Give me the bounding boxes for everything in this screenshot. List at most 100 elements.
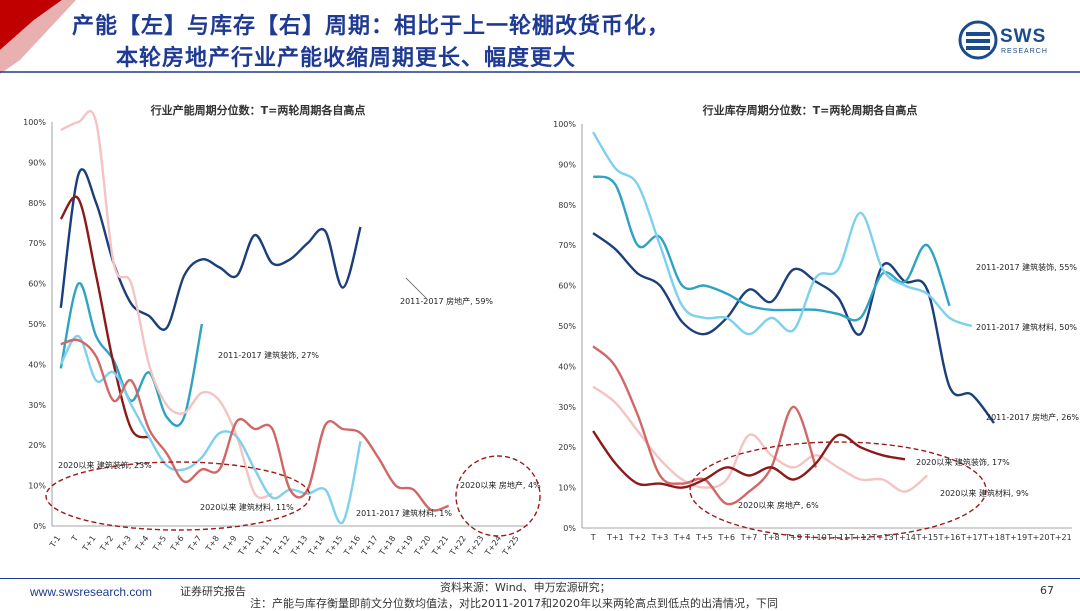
logo-text: SWS (1000, 26, 1047, 47)
y-tick-label: 40% (28, 360, 46, 369)
x-tick-label: T (69, 534, 80, 544)
x-tick-label: T+1 (606, 533, 624, 542)
highlight-ellipse (45, 461, 311, 531)
x-tick-label: T+6 (717, 533, 735, 542)
y-tick-label: 70% (558, 241, 576, 250)
x-tick-label: T-1 (48, 534, 63, 550)
annotation-label: 2020以来 建筑装饰, 23% (58, 460, 152, 470)
logo-subtext: RESEARCH (1001, 48, 1048, 55)
footer-label: 证券研究报告 (180, 585, 246, 598)
x-tick-label: T+20 (1027, 533, 1050, 542)
x-tick-label: T+13 (289, 534, 309, 558)
x-tick-label: T+18 (982, 533, 1005, 542)
header-decoration (0, 0, 1080, 74)
y-tick-label: 80% (28, 199, 46, 208)
x-tick-label: T+6 (168, 534, 186, 554)
y-tick-label: 20% (28, 441, 46, 450)
sws-logo-icon (958, 20, 998, 60)
series-line-1 (59, 168, 362, 331)
capacity-chart-svg: 行业产能周期分位数：T=两轮周期各自高点 0% 10% 20% 30% 40% 50% 60%… (23, 103, 541, 558)
y-tick-label: 20% (558, 443, 576, 452)
chart-title: 行业产能周期分位数：T=两轮周期各自高点 (150, 103, 366, 117)
y-tick-label: 50% (28, 320, 46, 329)
annotation-label: 2011-2017 建筑材料, 1% (356, 508, 452, 518)
annotation-label: 2011-2017 建筑材料, 50% (976, 322, 1077, 332)
y-tick-label: 10% (28, 482, 46, 491)
x-tick-label: T+3 (115, 534, 133, 554)
footer-source: 资料来源：Wind、申万宏源研究； (440, 581, 611, 594)
annotation-label: 2011-2017 建筑装饰, 55% (976, 262, 1077, 272)
x-tick-label: T+15 (915, 533, 938, 542)
x-tick-label: T+3 (651, 533, 669, 542)
series-line-6 (60, 338, 450, 512)
x-tick-label: T+19 (1004, 533, 1027, 542)
chart-title: 行业库存周期分位数：T=两轮周期各自高点 (702, 103, 918, 117)
series-line-4 (592, 385, 928, 493)
y-tick-label: 50% (558, 322, 576, 331)
y-tick-label: 60% (558, 282, 576, 291)
x-tick-label: T+8 (204, 534, 222, 554)
series-line-4 (59, 195, 150, 439)
header: 产能【左】与库存【右】周期：相比于上一轮棚改货币化， 本轮房地产行业产能收缩周期… (0, 0, 1080, 74)
inventory-chart-svg: 行业库存周期分位数：T=两轮周期各自高点 0% 10% 20% 30% 40% 50% 60%… (553, 103, 1079, 542)
x-tick-label: T+2 (98, 534, 116, 554)
footer-divider (0, 578, 1080, 579)
x-tick-label: T+4 (673, 533, 691, 542)
x-tick-label: T+19 (395, 534, 415, 558)
x-tick-label: T+1 (80, 534, 98, 554)
y-tick-label: 40% (558, 362, 576, 371)
x-tick-label: T+9 (784, 533, 802, 542)
y-tick-label: 30% (28, 401, 46, 410)
x-tick-label: T+14 (893, 533, 916, 542)
y-tick-label: 10% (558, 484, 576, 493)
y-tick-label: 100% (23, 118, 46, 127)
y-tick-label: 100% (553, 120, 576, 129)
annotation-label: 2020以来 房地产, 6% (738, 500, 819, 510)
series-line-2 (592, 175, 951, 322)
x-tick-label: T+22 (447, 534, 467, 558)
annotation-label: 2011-2017 房地产, 59% (400, 296, 493, 306)
x-tick-label: T+17 (359, 534, 379, 558)
x-tick-label: T+25 (500, 534, 520, 558)
highlight-ellipse (689, 441, 987, 539)
x-tick-label: T+10 (236, 534, 256, 558)
x-tick-label: T+5 (151, 534, 169, 554)
annotation-label: 2011-2017 房地产, 26% (986, 412, 1079, 422)
y-tick-label: 90% (558, 160, 576, 169)
page-number: 67 (1040, 584, 1054, 597)
footer-url[interactable]: www.swsresearch.com (30, 585, 153, 599)
x-tick-label: T+13 (871, 533, 894, 542)
annotation-label: 2011-2017 建筑装饰, 27% (218, 350, 319, 360)
x-tick-label: T+24 (483, 534, 503, 558)
x-tick-label: T+5 (695, 533, 713, 542)
annotation-label: 2020以来 建筑材料, 11% (200, 502, 294, 512)
x-tick-label: T+18 (377, 534, 397, 558)
series-line-1 (592, 232, 995, 424)
x-tick-label: T+2 (628, 533, 646, 542)
x-tick-label: T+12 (271, 534, 291, 558)
x-tick-label: T+20 (412, 534, 432, 558)
x-tick-label: T+21 (430, 534, 450, 558)
y-tick-label: 30% (558, 403, 576, 412)
page-title-line2: 本轮房地产行业产能收缩周期更长、幅度更大 (116, 45, 577, 71)
x-tick-label: T+15 (324, 534, 344, 558)
x-tick-label: T+23 (465, 534, 485, 558)
annotation-label: 2020以来 建筑材料, 9% (940, 488, 1029, 498)
inventory-cycle-chart: 行业库存周期分位数：T=两轮周期各自高点 0% 10% 20% 30% 40% 50% 60%… (548, 88, 1080, 576)
x-tick-label: T+16 (938, 533, 961, 542)
x-tick-label: T+12 (849, 533, 872, 542)
x-tick-label: T+7 (186, 534, 204, 554)
y-tick-label: 70% (28, 239, 46, 248)
series-line-2 (59, 282, 204, 427)
x-tick-label: T+21 (1049, 533, 1072, 542)
x-tick-label: T (590, 533, 596, 542)
x-tick-label: T+11 (254, 534, 274, 558)
x-tick-label: T+16 (342, 534, 362, 558)
y-tick-label: 0% (563, 524, 576, 533)
page-title-line1: 产能【左】与库存【右】周期：相比于上一轮棚改货币化， (72, 13, 671, 39)
x-tick-label: T+14 (306, 534, 326, 558)
series-line-5 (59, 334, 362, 525)
y-tick-label: 60% (28, 280, 46, 289)
series-line-3 (592, 131, 973, 336)
highlight-ellipse (455, 455, 541, 537)
